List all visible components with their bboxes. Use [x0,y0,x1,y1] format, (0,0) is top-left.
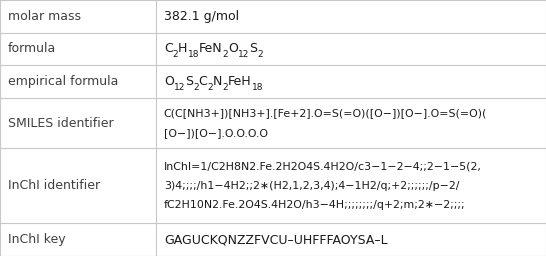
Text: S: S [185,75,193,88]
Text: [O−])[O−].O.O.O.O: [O−])[O−].O.O.O.O [164,128,268,138]
Text: O: O [164,75,174,88]
Text: empirical formula: empirical formula [8,75,118,88]
Text: InChI key: InChI key [8,233,66,246]
Text: FeH: FeH [228,75,252,88]
Text: formula: formula [8,42,56,55]
Text: InChI=1/C2H8N2.Fe.2H2O4S.4H2O/c3−1−2−4;;2−1−5(2,: InChI=1/C2H8N2.Fe.2H2O4S.4H2O/c3−1−2−4;;… [164,162,482,172]
Text: 12: 12 [174,83,185,92]
Text: C(C[NH3+])[NH3+].[Fe+2].O=S(=O)([O−])[O−].O=S(=O)(: C(C[NH3+])[NH3+].[Fe+2].O=S(=O)([O−])[O−… [164,109,487,119]
Text: C: C [199,75,207,88]
Text: C: C [164,42,173,55]
Text: N: N [213,75,222,88]
Text: molar mass: molar mass [8,10,81,23]
Text: 18: 18 [187,50,199,59]
Text: 12: 12 [238,50,250,59]
Text: fC2H10N2.Fe.2O4S.4H2O/h3−4H;;;;;;;;/q+2;m;2∗−2;;;;: fC2H10N2.Fe.2O4S.4H2O/h3−4H;;;;;;;;/q+2;… [164,200,465,210]
Text: 2: 2 [223,50,228,59]
Text: 2: 2 [258,50,263,59]
Text: SMILES identifier: SMILES identifier [8,117,114,130]
Text: GAGUCKQNZZFVCU–UHFFFAOYSA–L: GAGUCKQNZZFVCU–UHFFFAOYSA–L [164,233,388,246]
Text: InChI identifier: InChI identifier [8,179,100,193]
Text: 2: 2 [207,83,213,92]
Text: 18: 18 [252,83,263,92]
Text: 2: 2 [222,83,228,92]
Text: S: S [250,42,258,55]
Text: 3)4;;;;/h1−4H2;;2∗(H2,1,2,3,4);4−1H2/q;+2;;;;;;/p−2/: 3)4;;;;/h1−4H2;;2∗(H2,1,2,3,4);4−1H2/q;+… [164,181,459,191]
Text: H: H [178,42,187,55]
Text: O: O [228,42,238,55]
Text: FeN: FeN [199,42,223,55]
Text: 2: 2 [173,50,178,59]
Text: 382.1 g/mol: 382.1 g/mol [164,10,239,23]
Text: 2: 2 [193,83,199,92]
